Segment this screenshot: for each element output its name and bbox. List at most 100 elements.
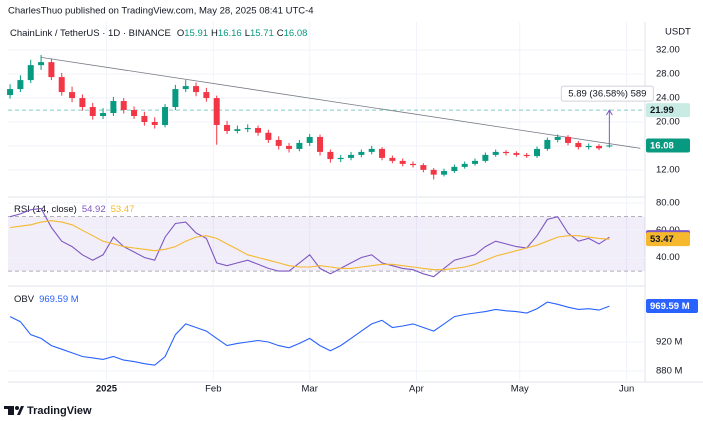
- candle-body: [120, 101, 127, 111]
- level-badge: 21.99: [650, 105, 674, 116]
- ohlc-label: O: [177, 28, 184, 39]
- ohlc-label: H: [211, 28, 218, 39]
- candle-body: [89, 107, 96, 117]
- candle-body: [327, 151, 334, 160]
- candle-body: [151, 121, 158, 125]
- ohlc-value: 16.16: [218, 28, 242, 39]
- candle-body: [523, 154, 530, 157]
- candle-body: [575, 142, 582, 148]
- candle-body: [296, 142, 303, 149]
- candle-body: [379, 148, 386, 158]
- candle-body: [234, 129, 241, 131]
- candle-body: [430, 169, 437, 175]
- symbol-title: ChainLink / TetherUS · 1D · BINANCE: [10, 28, 171, 39]
- candle-body: [79, 98, 86, 108]
- value-badge: 53.47: [650, 234, 674, 245]
- candle-body: [389, 157, 396, 161]
- candle-body: [492, 151, 499, 155]
- candle-body: [286, 145, 293, 149]
- measure-arrowhead: [605, 109, 613, 116]
- candle-body: [131, 110, 138, 117]
- candle-body: [224, 124, 231, 131]
- logo: [4, 406, 24, 415]
- publisher: CharlesThuo published on TradingView.com…: [8, 6, 314, 17]
- candle-body: [441, 171, 448, 175]
- pane-title: OBV: [14, 294, 35, 305]
- measure-label: 5.89 (36.58%) 589: [568, 89, 646, 100]
- candle-body: [472, 160, 479, 164]
- candle-body: [17, 80, 24, 90]
- candle-body: [596, 145, 603, 149]
- y-tick-label: 24.00: [656, 93, 680, 104]
- candle-body: [306, 136, 313, 143]
- pane-title: RSI (14, close): [14, 204, 77, 215]
- y-tick-label: 40.00: [656, 252, 680, 263]
- rsi-band: [8, 216, 645, 272]
- last-price-badge-bg: [646, 138, 690, 153]
- candle-body: [213, 98, 220, 125]
- pane-value: 969.59 M: [39, 294, 79, 305]
- value-badge-bg: [646, 232, 690, 247]
- series-line: [9, 301, 610, 366]
- candle-body: [48, 62, 55, 78]
- candle-body: [399, 160, 406, 164]
- y-tick-label: 28.00: [656, 69, 680, 80]
- candle-body: [554, 136, 561, 140]
- candle-body: [203, 92, 210, 99]
- brand: TradingView: [27, 405, 92, 417]
- candle-body: [513, 153, 520, 155]
- x-tick-label: Jun: [619, 384, 634, 395]
- candle-body: [482, 154, 489, 161]
- candle-body: [193, 86, 200, 93]
- y-tick-label: 880 M: [656, 365, 682, 376]
- candle-body: [38, 62, 45, 66]
- x-tick-label: May: [511, 384, 529, 395]
- candle-body: [606, 145, 613, 147]
- unit: USDT: [665, 27, 691, 38]
- candle-body: [7, 89, 14, 96]
- ohlc-value: 15.71: [250, 28, 274, 39]
- candle-body: [337, 157, 344, 160]
- candle-body: [317, 136, 324, 152]
- candle-body: [141, 116, 148, 122]
- candle-body: [162, 107, 169, 125]
- candle-body: [69, 92, 76, 99]
- candle-body: [100, 113, 107, 117]
- series-line: [10, 220, 610, 271]
- symbol-header: ChainLink / TetherUS · 1D · BINANCE O15.9…: [10, 28, 307, 39]
- candle-body: [58, 77, 65, 93]
- candle-body: [410, 163, 417, 166]
- candle-body: [244, 127, 251, 130]
- y-tick-label: 32.00: [656, 45, 680, 56]
- candle-body: [544, 139, 551, 149]
- pane-header: RSI (14, close) 54.92 53.47: [14, 204, 134, 215]
- candle-body: [534, 148, 541, 157]
- pane-value: 54.92: [82, 204, 106, 215]
- x-tick-label: Mar: [302, 384, 318, 395]
- candle-body: [255, 127, 262, 133]
- candle-body: [358, 151, 365, 155]
- candle-body: [110, 101, 117, 114]
- candle-body: [368, 148, 375, 152]
- candle-body: [172, 89, 179, 108]
- candle-body: [585, 145, 592, 148]
- ohlc-label: L: [245, 28, 250, 39]
- candle-body: [27, 65, 34, 81]
- candle-body: [503, 151, 510, 154]
- last-price-badge: 16.08: [650, 140, 674, 151]
- value-badge: 969.59 M: [650, 301, 690, 312]
- candle-body: [461, 163, 468, 167]
- y-tick-label: 20.00: [656, 117, 680, 128]
- pane-header: OBV 969.59 M: [14, 294, 79, 305]
- trendline: [41, 56, 641, 149]
- measure-label-bg: [560, 85, 654, 102]
- candle-body: [182, 86, 189, 90]
- ohlc-value: 15.91: [184, 28, 208, 39]
- candle-body: [451, 166, 458, 172]
- candle-body: [265, 132, 272, 140]
- y-tick-label: 920 M: [656, 337, 682, 348]
- y-tick-label: 80.00: [656, 198, 680, 209]
- candle-body: [420, 165, 427, 170]
